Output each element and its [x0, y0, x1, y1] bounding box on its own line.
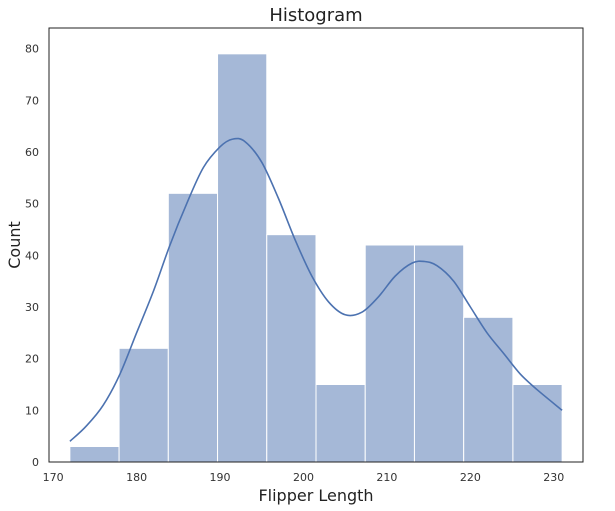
x-tick-label: 200	[293, 471, 314, 484]
histogram-bar-4	[217, 53, 268, 463]
histogram-bar-10	[512, 384, 563, 463]
y-tick-label: 0	[32, 456, 39, 469]
y-tick-label: 10	[25, 404, 39, 417]
y-axis-title: Count	[5, 221, 24, 269]
histogram-bar-8	[413, 244, 465, 463]
histogram-bars	[69, 53, 563, 463]
chart-title: Histogram	[269, 5, 362, 26]
x-axis-ticks: 170 180 190 200 210 220 230	[43, 471, 565, 484]
histogram-bar-2	[118, 347, 169, 463]
kde-curve	[69, 137, 563, 442]
y-axis-ticks: 0 10 20 30 40 50 60 70 80	[25, 43, 39, 469]
x-tick-label: 180	[126, 471, 147, 484]
y-tick-label: 70	[25, 94, 39, 107]
histogram-bar-1	[69, 446, 120, 463]
histogram-bar-7	[364, 244, 415, 463]
x-tick-label: 230	[543, 471, 564, 484]
y-tick-label: 30	[25, 301, 39, 314]
histogram-bar-3	[167, 192, 219, 463]
x-tick-label: 210	[376, 471, 397, 484]
y-tick-label: 20	[25, 353, 39, 366]
x-tick-label: 190	[210, 471, 231, 484]
y-tick-label: 50	[25, 198, 39, 211]
y-tick-label: 80	[25, 43, 39, 56]
y-tick-label: 40	[25, 249, 39, 262]
plot-frame	[48, 27, 584, 463]
histogram-bar-5	[266, 234, 317, 463]
y-tick-label: 60	[25, 146, 39, 159]
x-tick-label: 220	[460, 471, 481, 484]
x-axis-title: Flipper Length	[258, 486, 373, 505]
histogram-bar-9	[463, 316, 514, 463]
histogram-bar-6	[315, 384, 366, 463]
x-tick-label: 170	[43, 471, 64, 484]
